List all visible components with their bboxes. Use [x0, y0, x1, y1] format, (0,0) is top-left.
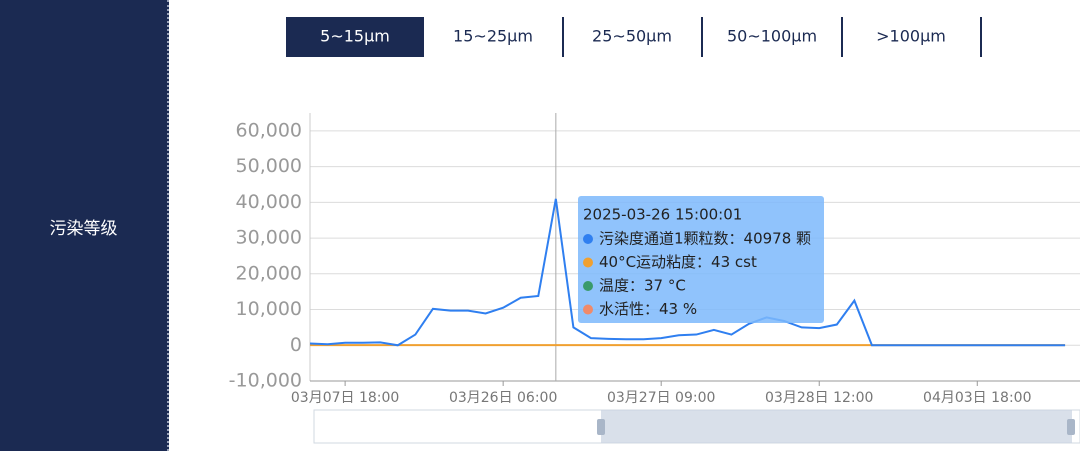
tooltip	[578, 196, 824, 323]
zoom-handle[interactable]	[597, 419, 605, 435]
y-tick-label: -10,000	[229, 370, 302, 392]
sidebar: 污染等级	[0, 0, 169, 451]
tooltip-item: 温度：37 °C	[599, 277, 686, 295]
tab[interactable]: 5~15μm	[320, 27, 390, 46]
zoom-window[interactable]	[601, 410, 1072, 443]
x-tick-label: 03月26日 06:00	[449, 390, 557, 406]
y-tick-label: 30,000	[236, 227, 302, 249]
y-tick-label: 40,000	[236, 191, 302, 213]
x-tick-label: 04月03日 18:00	[923, 390, 1031, 406]
y-tick-label: 50,000	[236, 155, 302, 177]
tooltip-dot	[583, 257, 593, 268]
x-tick-label: 03月28日 12:00	[765, 390, 873, 406]
tab[interactable]: 25~50μm	[592, 27, 672, 46]
tooltip-item: 水活性：43 %	[599, 300, 697, 318]
x-tick-label: 03月27日 09:00	[607, 390, 715, 406]
tooltip-item: 污染度通道1颗粒数：40978 颗	[599, 230, 811, 248]
tab[interactable]: 15~25μm	[453, 27, 533, 46]
tab[interactable]: 50~100μm	[727, 27, 817, 46]
series-line	[309, 198, 1066, 347]
sidebar-label: 污染等级	[49, 219, 118, 239]
tooltip-dot	[583, 234, 593, 244]
y-tick-label: 20,000	[236, 262, 302, 284]
tab[interactable]: >100μm	[876, 27, 946, 46]
y-tick-label: 10,000	[236, 298, 302, 320]
tooltip-title: 2025-03-26 15:00:01	[583, 206, 742, 224]
tooltip-item: 40°C运动粘度：43 cst	[599, 253, 757, 271]
y-tick-label: 0	[290, 334, 302, 356]
tooltip-dot	[583, 281, 593, 291]
x-tick-label: 03月07日 18:00	[291, 390, 399, 406]
zoom-handle[interactable]	[1067, 419, 1075, 435]
y-tick-label: 60,000	[236, 119, 302, 141]
tab-active-bg[interactable]	[286, 17, 424, 57]
tooltip-dot	[583, 304, 593, 315]
